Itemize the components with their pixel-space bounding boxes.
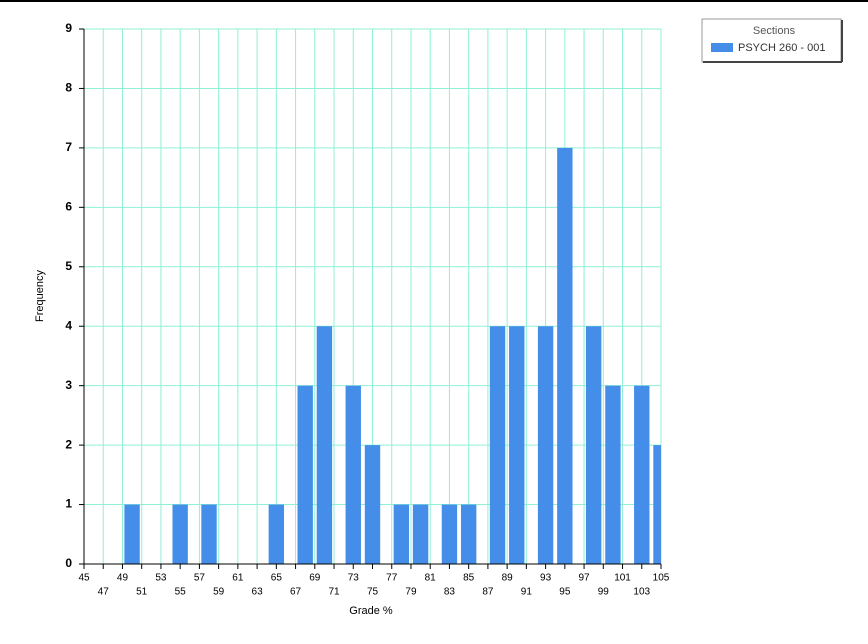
bar (297, 385, 313, 564)
bar (634, 385, 650, 564)
x-tick-label: 63 (252, 587, 264, 598)
y-tick-label: 8 (65, 81, 72, 95)
x-tick-label: 89 (502, 573, 514, 584)
y-tick-label: 4 (65, 318, 72, 332)
bar (509, 326, 525, 564)
legend-label: PSYCH 260 - 001 (738, 42, 825, 54)
x-tick-label: 99 (598, 587, 610, 598)
y-tick-label: 2 (65, 437, 72, 451)
y-tick-label: 6 (65, 200, 72, 214)
bar (537, 326, 554, 564)
bars (124, 147, 661, 564)
bar (557, 147, 573, 564)
legend-swatch (711, 43, 733, 52)
y-tick-label: 0 (65, 556, 72, 570)
y-tick-label: 9 (65, 21, 72, 35)
bar (460, 504, 477, 564)
bar (316, 326, 333, 564)
bar (585, 326, 602, 564)
x-tick-label: 45 (78, 573, 90, 584)
x-tick-label: 47 (98, 587, 110, 598)
bar (172, 504, 188, 564)
x-axis-label: Grade % (349, 605, 393, 617)
bar (345, 385, 361, 564)
x-tick-label: 55 (175, 587, 187, 598)
axes: 0123456789454749515355575961636567697173… (65, 21, 669, 597)
x-tick-label: 77 (386, 573, 398, 584)
x-tick-label: 61 (232, 573, 244, 584)
x-tick-label: 85 (463, 573, 475, 584)
x-tick-label: 81 (425, 573, 437, 584)
x-tick-label: 105 (653, 573, 670, 584)
bar (605, 385, 621, 564)
bar (124, 504, 140, 564)
bar (393, 504, 410, 564)
x-tick-label: 67 (290, 587, 302, 598)
x-tick-label: 57 (194, 573, 206, 584)
y-axis-label: Frequency (34, 270, 46, 322)
y-tick-label: 7 (65, 140, 72, 154)
bar (489, 326, 506, 564)
x-tick-label: 51 (136, 587, 148, 598)
legend: Sections PSYCH 260 - 001 (701, 18, 843, 63)
x-tick-label: 91 (521, 587, 533, 598)
bar (412, 504, 429, 564)
y-tick-label: 5 (65, 259, 72, 273)
bar (653, 445, 661, 564)
bar (201, 504, 217, 564)
x-tick-label: 87 (482, 587, 494, 598)
x-tick-label: 103 (633, 587, 650, 598)
bar (441, 504, 458, 564)
x-tick-label: 97 (579, 573, 591, 584)
y-tick-label: 3 (65, 378, 72, 392)
y-tick-label: 1 (65, 497, 72, 511)
x-tick-label: 73 (348, 573, 360, 584)
bar (364, 445, 381, 564)
legend-title: Sections (753, 25, 796, 37)
x-tick-label: 95 (559, 587, 571, 598)
bar (268, 504, 285, 564)
x-tick-label: 79 (405, 587, 417, 598)
x-tick-label: 69 (309, 573, 321, 584)
x-tick-label: 83 (444, 587, 456, 598)
x-tick-label: 53 (155, 573, 167, 584)
x-tick-label: 75 (367, 587, 379, 598)
x-tick-label: 59 (213, 587, 225, 598)
x-tick-label: 93 (540, 573, 552, 584)
x-tick-label: 49 (117, 573, 129, 584)
x-tick-label: 101 (614, 573, 631, 584)
x-tick-label: 71 (328, 587, 340, 598)
x-tick-label: 65 (271, 573, 283, 584)
